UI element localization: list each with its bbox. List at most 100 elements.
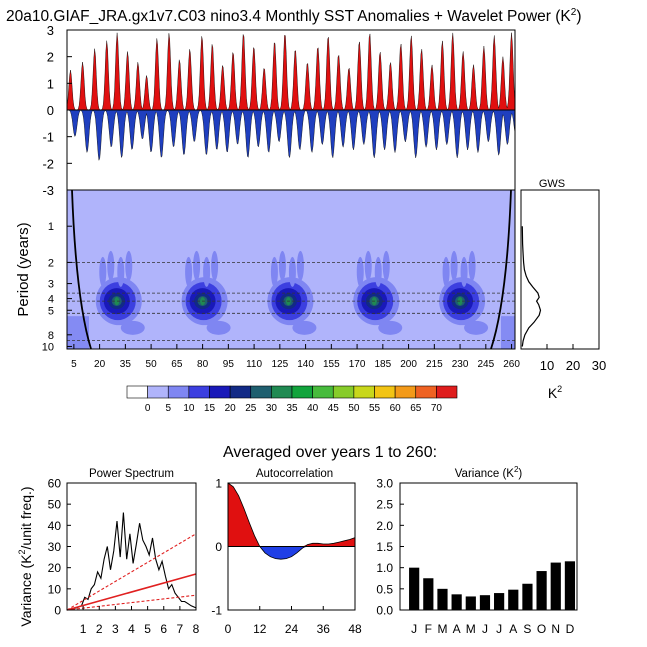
wavelet-xtick-label: 230 bbox=[452, 359, 469, 370]
colorbar-label: 20 bbox=[225, 403, 237, 414]
variance-bar bbox=[451, 594, 462, 610]
sst-ytick-label: 1 bbox=[47, 76, 54, 91]
colorbar-swatch bbox=[374, 385, 396, 399]
autocorrelation-xtick-label: 48 bbox=[348, 622, 362, 636]
colorbar-label: 45 bbox=[328, 403, 340, 414]
colorbar-swatch bbox=[271, 385, 293, 399]
wavelet-power-streak bbox=[278, 250, 286, 281]
wavelet-power-streak bbox=[193, 250, 201, 281]
variance-bar bbox=[409, 567, 420, 610]
colorbar-swatch bbox=[394, 385, 417, 399]
wavelet-power-blob bbox=[114, 297, 120, 306]
sst-ytick-label: -3 bbox=[42, 183, 54, 198]
wavelet-power-streak bbox=[270, 256, 278, 287]
gws-title: GWS bbox=[539, 178, 565, 190]
power-spectrum-ytick-label: 20 bbox=[48, 561, 62, 575]
colorbar-label: 65 bbox=[410, 403, 422, 414]
power-spectrum-panel: Power Spectrum 0 10 20 30 40 50 60 1 2 3 4 5 6 7 8 Varia… bbox=[17, 468, 200, 636]
figure-title: 20a10.GIAF_JRA.gx1v7.C03 nino3.4 Monthly… bbox=[6, 7, 581, 25]
wavelet-ylabel: Period (years) bbox=[15, 222, 32, 316]
autocorrelation-line bbox=[227, 482, 356, 560]
wavelet-power-streak bbox=[450, 250, 458, 281]
colorbar-swatch bbox=[436, 385, 458, 399]
wavelet-power-streak bbox=[99, 256, 107, 287]
wavelet-xtick-label: 50 bbox=[146, 359, 158, 370]
variance-bar bbox=[494, 593, 505, 610]
autocorrelation-title: Autocorrelation bbox=[256, 468, 333, 480]
variance-bar bbox=[479, 595, 491, 610]
autocorrelation-xtick-label: 0 bbox=[225, 622, 232, 636]
wavelet-power-tail bbox=[120, 320, 145, 335]
sst-ytick-label: -1 bbox=[42, 130, 54, 145]
gws-xlabel: K2 bbox=[548, 384, 562, 401]
wavelet-power-streak bbox=[364, 250, 372, 281]
variance-bar bbox=[550, 562, 561, 610]
variance-xtick-label: F bbox=[425, 622, 432, 636]
gws-line bbox=[521, 226, 542, 347]
colorbar-label: 25 bbox=[245, 403, 257, 414]
variance-xtick-label: D bbox=[566, 622, 575, 636]
colorbar-swatch bbox=[353, 385, 375, 399]
variance-xtick-label: J bbox=[411, 622, 417, 636]
wavelet-xtick-label: 260 bbox=[503, 359, 520, 370]
wavelet-xtick-label: 170 bbox=[349, 359, 366, 370]
power-spectrum-lower-confidence bbox=[66, 594, 197, 611]
variance-ytick-label: 2.5 bbox=[376, 498, 393, 512]
variance-bar bbox=[465, 596, 476, 610]
autocorrelation-positive-area bbox=[228, 483, 355, 547]
wavelet-xtick-label: 20 bbox=[94, 359, 106, 370]
colorbar-swatch bbox=[332, 385, 355, 399]
wavelet-ytick-label: 4 bbox=[48, 294, 54, 306]
autocorrelation-negative-area bbox=[228, 546, 355, 560]
colorbar-swatch bbox=[250, 385, 272, 399]
colorbar-swatch bbox=[209, 385, 231, 399]
variance-bar bbox=[508, 589, 519, 610]
wavelet-frame bbox=[66, 189, 516, 350]
variance-xtick-label: M bbox=[466, 622, 476, 636]
wavelet-power-streak bbox=[185, 256, 193, 287]
colorbar-label: 35 bbox=[286, 403, 298, 414]
variance-ytick-label: 3.0 bbox=[376, 477, 393, 491]
variance-title: Variance (K2) bbox=[455, 465, 523, 480]
colorbar-swatch bbox=[147, 385, 169, 399]
wavelet-power-streak bbox=[460, 256, 468, 287]
gws-frame bbox=[520, 189, 600, 350]
wavelet-power-streak bbox=[107, 250, 115, 281]
wavelet-ytick-label: 3 bbox=[48, 279, 54, 291]
variance-xtick-label: N bbox=[551, 622, 560, 636]
variance-ytick-label: 0.5 bbox=[376, 582, 393, 596]
power-spectrum-xtick-label: 1 bbox=[80, 622, 87, 636]
wavelet-power-streak bbox=[442, 256, 450, 287]
cone-of-influence-right bbox=[490, 189, 512, 350]
power-spectrum-xtick-label: 3 bbox=[112, 622, 119, 636]
wavelet-power-streak bbox=[211, 250, 219, 281]
gws-xtick-label: 10 bbox=[540, 358, 554, 373]
power-spectrum-ytick-label: 0 bbox=[54, 604, 61, 618]
power-spectrum-ylabel: Variance (K2/unit freq.) bbox=[17, 486, 34, 626]
power-spectrum-xtick-label: 6 bbox=[160, 622, 167, 636]
power-spectrum-xtick-label: 8 bbox=[193, 622, 200, 636]
wavelet-xtick-label: 95 bbox=[223, 359, 235, 370]
sst-positive-area bbox=[66, 32, 516, 111]
wavelet-power-tail bbox=[206, 320, 231, 335]
colorbar-label: 50 bbox=[348, 403, 360, 414]
sst-negative-area bbox=[67, 109, 516, 161]
wavelet-ytick-label: 10 bbox=[42, 341, 54, 353]
variance-bar bbox=[564, 561, 576, 610]
variance-ytick-label: 1.0 bbox=[376, 561, 393, 575]
power-spectrum-spectrum bbox=[66, 512, 197, 611]
sst-ytick-label: 2 bbox=[47, 50, 54, 65]
wavelet-xtick-label: 5 bbox=[71, 359, 77, 370]
colorbar-swatch bbox=[291, 385, 313, 399]
cone-of-influence-left bbox=[71, 189, 92, 350]
wavelet-ytick-label: 8 bbox=[48, 330, 54, 342]
wavelet-power-tail bbox=[378, 320, 403, 335]
wavelet-power-streak bbox=[203, 256, 211, 287]
wavelet-ytick-label: 2 bbox=[48, 257, 54, 269]
variance-bar bbox=[536, 571, 547, 610]
power-spectrum-ytick-label: 30 bbox=[48, 540, 62, 554]
wavelet-power-tail bbox=[464, 320, 489, 335]
power-spectrum-xtick-label: 7 bbox=[177, 622, 184, 636]
